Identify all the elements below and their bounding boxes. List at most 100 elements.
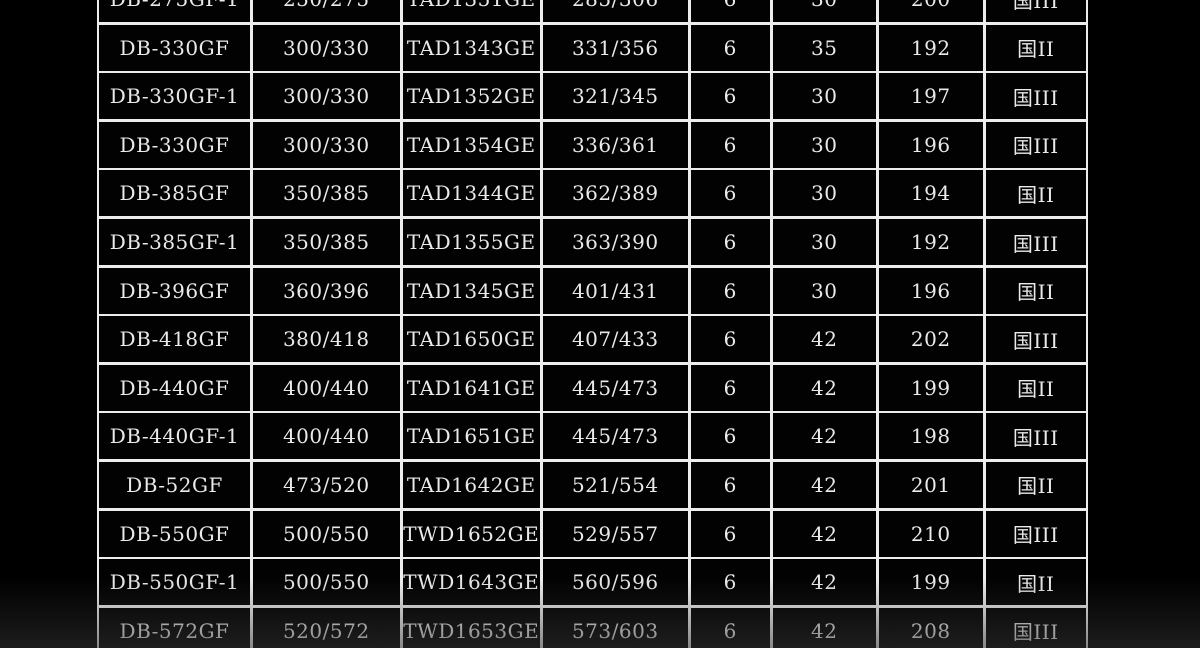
table-cell: TAD1344GE [402, 170, 540, 217]
table-cell: 6 [690, 121, 770, 168]
table-cell: 407/433 [542, 316, 688, 363]
table-cell: TAD1345GE [402, 267, 540, 314]
table-cell: 42 [772, 413, 876, 460]
table-cell: DB-550GF-1 [99, 559, 250, 606]
table-cell: DB-440GF [99, 364, 250, 411]
table-cell: 35 [772, 24, 876, 71]
table-cell: TAD1343GE [402, 24, 540, 71]
table-cell: 200 [878, 0, 983, 23]
table-cell: 285/306 [542, 0, 688, 23]
table-cell: 300/330 [252, 24, 400, 71]
table-cell: 6 [690, 218, 770, 266]
table-cell: TAD1651GE [402, 413, 540, 460]
table-cell: 210 [878, 510, 983, 557]
table-cell: 500/550 [252, 559, 400, 606]
table-cell: 国II [985, 267, 1086, 314]
table-cell: 国III [985, 316, 1086, 363]
table-cell: 300/330 [252, 121, 400, 168]
table-cell: 201 [878, 461, 983, 509]
table-cell: 30 [772, 267, 876, 314]
table-cell: 380/418 [252, 316, 400, 363]
table-cell: 国II [985, 364, 1086, 411]
table-cell: 30 [772, 170, 876, 217]
table-cell: DB-418GF [99, 316, 250, 363]
table-cell: 400/440 [252, 413, 400, 460]
table-cell: 国III [985, 607, 1086, 648]
table-cell: 6 [690, 0, 770, 23]
table-cell: 300/330 [252, 73, 400, 120]
table-cell: 国III [985, 510, 1086, 557]
table-cell: TAD1355GE [402, 218, 540, 266]
engine-spec-table: DB-275GF-1250/275TAD1351GE285/306630200国… [97, 0, 1088, 648]
table-cell: 国III [985, 73, 1086, 120]
table-cell: TAD1641GE [402, 364, 540, 411]
table-cell: 336/361 [542, 121, 688, 168]
table-cell: 30 [772, 0, 876, 23]
table-cell: 529/557 [542, 510, 688, 557]
table-cell: 国II [985, 559, 1086, 606]
table-cell: DB-550GF [99, 510, 250, 557]
table-cell: 445/473 [542, 413, 688, 460]
table-cell: 360/396 [252, 267, 400, 314]
table-cell: 6 [690, 73, 770, 120]
table-cell: DB-330GF [99, 121, 250, 168]
table-cell: TAD1351GE [402, 0, 540, 23]
table-cell: 6 [690, 559, 770, 606]
table-cell: TWD1643GE [402, 559, 540, 606]
table-cell: 国III [985, 0, 1086, 23]
table-cell: 400/440 [252, 364, 400, 411]
table-cell: 521/554 [542, 461, 688, 509]
table-cell: 42 [772, 461, 876, 509]
table-cell: 250/275 [252, 0, 400, 23]
table-cell: 6 [690, 170, 770, 217]
table-cell: 401/431 [542, 267, 688, 314]
table-cell: 30 [772, 121, 876, 168]
table-cell: 42 [772, 364, 876, 411]
table-cell: 国III [985, 413, 1086, 460]
table-cell: 192 [878, 24, 983, 71]
table-cell: TWD1652GE [402, 510, 540, 557]
table-cell: 331/356 [542, 24, 688, 71]
table-cell: 6 [690, 510, 770, 557]
table-cell: 6 [690, 316, 770, 363]
table-cell: 6 [690, 267, 770, 314]
table-cell: 30 [772, 73, 876, 120]
table-cell: 350/385 [252, 170, 400, 217]
table-cell: 42 [772, 316, 876, 363]
table-cell: DB-572GF [99, 607, 250, 648]
table-cell: 321/345 [542, 73, 688, 120]
table-cell: 42 [772, 559, 876, 606]
table-cell: DB-396GF [99, 267, 250, 314]
table-cell: 445/473 [542, 364, 688, 411]
table-cell: DB-52GF [99, 461, 250, 509]
table-cell: DB-275GF-1 [99, 0, 250, 23]
table-cell: 192 [878, 218, 983, 266]
table-cell: TAD1354GE [402, 121, 540, 168]
table-cell: 197 [878, 73, 983, 120]
table-cell: 560/596 [542, 559, 688, 606]
table-cell: DB-385GF-1 [99, 218, 250, 266]
table-cell: 198 [878, 413, 983, 460]
table-cell: 国II [985, 170, 1086, 217]
table-cell: 42 [772, 510, 876, 557]
table-cell: DB-330GF-1 [99, 73, 250, 120]
table-cell: 国II [985, 461, 1086, 509]
table-cell: DB-440GF-1 [99, 413, 250, 460]
table-cell: DB-330GF [99, 24, 250, 71]
table-cell: DB-385GF [99, 170, 250, 217]
table-cell: 208 [878, 607, 983, 648]
table-cell: TAD1642GE [402, 461, 540, 509]
table-cell: 6 [690, 461, 770, 509]
table-cell: TAD1650GE [402, 316, 540, 363]
table-cell: 500/550 [252, 510, 400, 557]
table-cell: 6 [690, 24, 770, 71]
table-cell: 6 [690, 607, 770, 648]
table-cell: 362/389 [542, 170, 688, 217]
table-cell: TWD1653GE [402, 607, 540, 648]
table-cell: 6 [690, 413, 770, 460]
table-cell: 473/520 [252, 461, 400, 509]
table-cell: 199 [878, 559, 983, 606]
table-cell: 30 [772, 218, 876, 266]
table-cell: 199 [878, 364, 983, 411]
